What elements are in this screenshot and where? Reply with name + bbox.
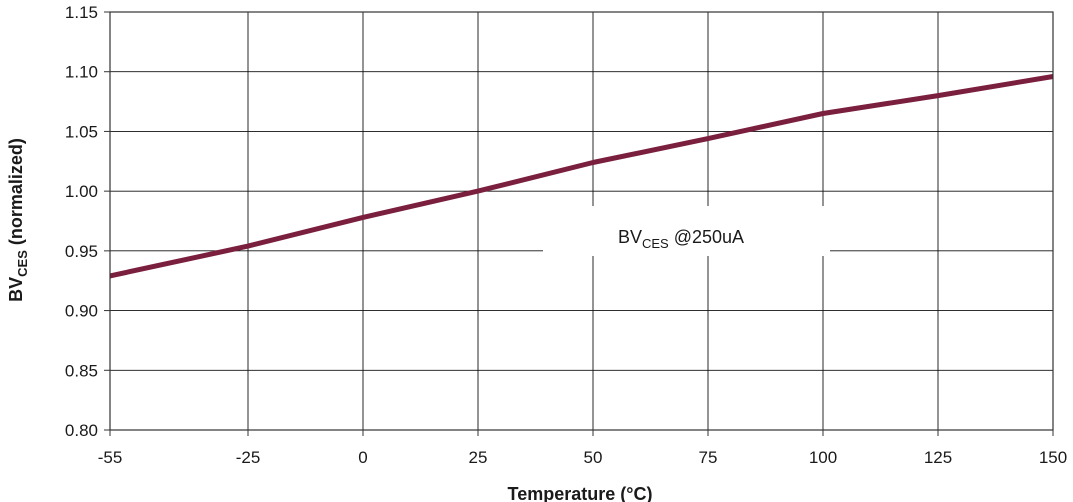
- y-axis-title-subscript: CES: [15, 250, 30, 277]
- annotation-background: [543, 206, 830, 256]
- axis-tick-marks: [104, 11, 1054, 436]
- x-tick-label: 150: [1039, 448, 1067, 467]
- x-tick-label: -55: [98, 448, 123, 467]
- y-tick-label: 1.15: [65, 3, 98, 22]
- y-axis-title: BVCES (normalized): [6, 138, 30, 302]
- plot-frame: [109, 11, 1054, 431]
- y-tick-labels: 0.80 0.85 0.90 0.95 1.00 1.05 1.10 1.15: [65, 3, 98, 440]
- x-tick-label: 50: [584, 448, 603, 467]
- y-tick-label: 0.95: [65, 242, 98, 261]
- y-tick-label: 1.05: [65, 122, 98, 141]
- y-tick-label: 0.85: [65, 361, 98, 380]
- x-tick-label: 125: [924, 448, 952, 467]
- y-axis-title-main: BV: [6, 277, 26, 302]
- x-tick-labels: -55 -25 0 25 50 75 100 125 150: [98, 448, 1067, 467]
- data-series: [109, 74, 1054, 279]
- x-tick-label: -25: [236, 448, 261, 467]
- x-axis-title: Temperature (°C): [508, 484, 653, 502]
- x-tick-label: 75: [699, 448, 718, 467]
- y-tick-label: 0.80: [65, 421, 98, 440]
- x-tick-label: 25: [469, 448, 488, 467]
- x-tick-label: 100: [809, 448, 837, 467]
- annotation-main: BV: [618, 227, 642, 247]
- y-tick-label: 1.00: [65, 182, 98, 201]
- x-tick-label: 0: [358, 448, 367, 467]
- series-line: [109, 74, 1054, 279]
- y-tick-label: 0.90: [65, 302, 98, 321]
- annotation-box: [543, 206, 830, 256]
- annotation-label: BVCES @250uA: [618, 227, 744, 251]
- annotation-rest: @250uA: [669, 227, 744, 247]
- y-tick-label: 1.10: [65, 63, 98, 82]
- annotation-subscript: CES: [642, 236, 669, 251]
- y-axis-title-rest: (normalized): [6, 138, 26, 250]
